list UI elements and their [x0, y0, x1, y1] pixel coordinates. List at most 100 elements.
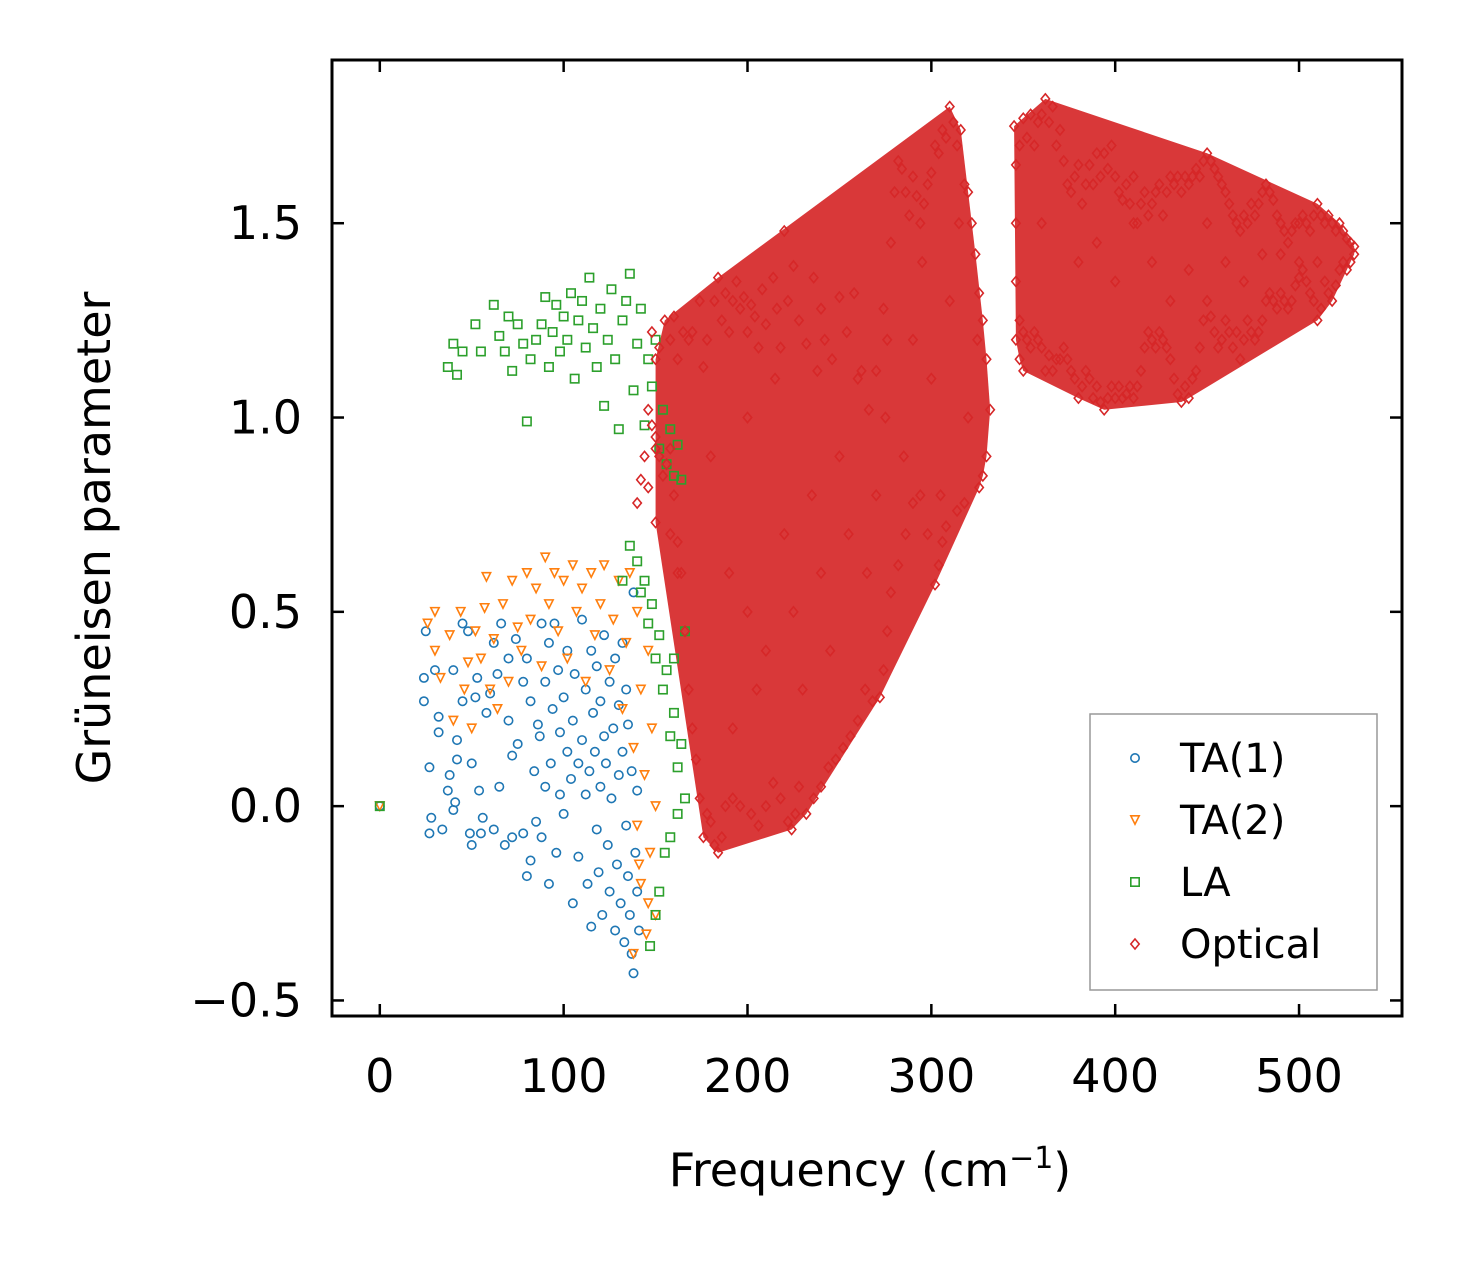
- data-point: [646, 381, 657, 392]
- data-point: [1198, 154, 1209, 168]
- data-point: [599, 400, 610, 411]
- data-point: [1234, 352, 1246, 366]
- data-point: [775, 341, 786, 354]
- data-point: [1128, 391, 1139, 405]
- data-point: [639, 575, 650, 586]
- data-point: [429, 606, 441, 618]
- data-point: [418, 696, 429, 707]
- data-point: [1227, 209, 1239, 222]
- data-point: [552, 626, 564, 638]
- data-point: [531, 334, 542, 345]
- data-point: [1348, 240, 1360, 253]
- data-point: [620, 637, 632, 649]
- data-point: [690, 753, 702, 766]
- data-point: [1242, 314, 1253, 327]
- data-point: [1021, 333, 1033, 347]
- data-point: [1286, 294, 1297, 308]
- data-point: [512, 622, 524, 634]
- data-point: [492, 669, 503, 680]
- data-point: [650, 909, 661, 920]
- data-point: [701, 333, 713, 347]
- x-axis-label-superscript: −1: [1009, 1141, 1053, 1176]
- data-point: [665, 527, 676, 541]
- data-point: [1183, 178, 1194, 191]
- data-point: [1179, 170, 1191, 183]
- data-point: [1098, 146, 1110, 160]
- data-point: [496, 618, 507, 629]
- data-point: [543, 637, 554, 648]
- data-point: [548, 567, 560, 579]
- data-point: [1238, 275, 1250, 288]
- data-point: [573, 851, 584, 862]
- series-ta-2-: [374, 552, 662, 960]
- data-point: [1054, 352, 1066, 366]
- data-point: [1345, 255, 1356, 269]
- legend-label: TA(2): [1179, 798, 1285, 844]
- data-point: [1106, 380, 1117, 393]
- data-point: [1319, 216, 1331, 230]
- data-point: [595, 303, 606, 314]
- data-point: [567, 715, 578, 726]
- data-point: [562, 334, 573, 345]
- data-point: [1014, 314, 1025, 327]
- data-point: [1135, 364, 1147, 378]
- data-point: [589, 746, 600, 757]
- data-point: [434, 672, 446, 684]
- data-point: [532, 719, 543, 730]
- data-point: [815, 566, 827, 580]
- x-tick-label: 500: [1255, 1049, 1343, 1103]
- data-point: [1157, 209, 1169, 222]
- data-point: [551, 847, 562, 858]
- legend-item-ta-2-: TA(2): [1129, 798, 1285, 844]
- data-point: [424, 828, 435, 839]
- data-point: [1010, 158, 1022, 172]
- data-point: [1290, 216, 1301, 230]
- data-point: [1282, 236, 1294, 249]
- data-point: [1326, 294, 1338, 308]
- data-point: [1040, 92, 1051, 106]
- data-point: [665, 424, 676, 435]
- data-point: [1297, 209, 1308, 222]
- data-point: [694, 294, 705, 308]
- data-point: [731, 275, 742, 288]
- data-point: [558, 575, 570, 587]
- data-point: [433, 711, 444, 722]
- data-point: [1268, 294, 1279, 308]
- data-point: [1172, 170, 1183, 183]
- data-point: [900, 185, 911, 199]
- data-point: [1095, 395, 1106, 409]
- data-point: [577, 295, 588, 306]
- data-point: [547, 703, 558, 714]
- data-point: [734, 302, 746, 316]
- data-point: [1076, 380, 1088, 393]
- data-point: [1312, 314, 1323, 327]
- data-point: [896, 162, 908, 176]
- data-point: [962, 185, 974, 199]
- data-point: [1069, 170, 1080, 183]
- data-point: [1194, 341, 1206, 354]
- data-point: [885, 236, 897, 249]
- data-point: [593, 867, 604, 878]
- data-point: [639, 770, 651, 782]
- data-point: [824, 644, 836, 657]
- data-point: [642, 481, 654, 494]
- data-point: [852, 714, 864, 727]
- data-point: [639, 450, 650, 463]
- data-point: [676, 474, 687, 485]
- data-point: [705, 815, 716, 828]
- data-point: [1293, 216, 1305, 230]
- data-point: [1051, 139, 1062, 152]
- data-point: [837, 741, 849, 755]
- data-point: [479, 602, 491, 614]
- data-point: [870, 488, 882, 502]
- data-point: [767, 271, 779, 284]
- data-point: [540, 781, 551, 792]
- x-axis: 0 100 200 300 400 500: [365, 60, 1343, 1103]
- data-point: [915, 216, 926, 230]
- data-point: [1231, 216, 1242, 230]
- data-point: [1043, 349, 1055, 362]
- data-point: [657, 404, 668, 415]
- data-point: [619, 937, 630, 948]
- data-point: [1212, 170, 1224, 183]
- data-point: [1098, 403, 1110, 417]
